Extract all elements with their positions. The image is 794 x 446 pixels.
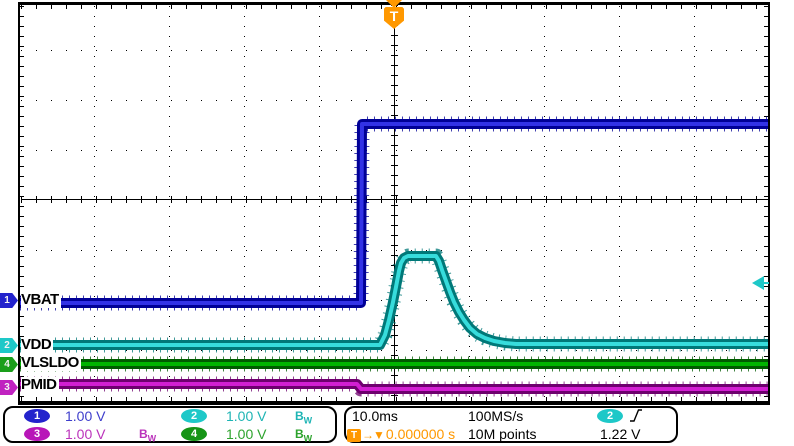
trigger-level-arrow-tail [764,282,769,284]
bw-sub-letter: W [147,433,157,444]
graticule-border-bottom [19,401,770,405]
channel-3-badge: 3 [24,427,50,441]
channel-readout-panel [3,406,337,443]
waveform-pmid-trace-core [20,382,768,391]
channel-1-scale-readout: 1.00 V [65,408,106,424]
trigger-t-icon: T [384,7,404,29]
channel-4-scale-readout: 1.00 V [226,426,267,442]
trigger-position-prefix-icon: →▼ [362,428,385,442]
left-border-ticks [20,6,24,399]
channel-3-bandwidth-badge: BW [139,426,156,446]
center-vertical-axis-ticks [391,5,398,401]
bottom-border-ticks [21,397,768,401]
channel-3-marker-number: 3 [4,382,10,393]
trigger-level-readout: 1.22 V [600,426,641,442]
graticule-border-left [18,2,20,405]
channel-2-scale-readout: 1.00 V [226,408,267,424]
channel-4-bandwidth-badge: BW [295,426,312,446]
record-length-readout: 10M points [468,426,537,442]
rising-edge-icon [630,409,642,422]
channel-2-marker-number: 2 [4,340,10,351]
trigger-position-value: 0.000000 s [385,426,456,442]
sample-rate-readout: 100MS/s [468,408,524,424]
channel-4-badge: 4 [181,427,207,441]
bw-letter: B [295,409,304,423]
channel-4-marker-number: 4 [4,359,10,370]
trigger-level-marker[interactable] [752,276,769,290]
channel-1-badge: 1 [24,409,50,423]
channel-2-bandwidth-badge: BW [295,408,312,428]
channel-1-position-marker[interactable]: 1 [0,293,18,308]
trigger-t-small-icon: T [347,429,361,442]
trigger-t-letter: T [389,8,399,24]
channel-1-marker-number: 1 [4,295,10,306]
graticule-border-right [768,2,770,405]
bw-sub-letter: W [303,433,313,444]
right-border-ticks [764,6,768,399]
bw-sub-letter: W [303,415,313,426]
channel-3-scale-readout: 1.00 V [65,426,106,442]
trigger-level-arrow-icon [752,276,764,290]
waveform-label-vbat: VBAT [21,291,61,308]
bw-letter: B [295,427,304,441]
waveform-vbat-trace-core [20,122,768,305]
timebase-readout: 10.0ms [352,408,398,424]
trigger-position-triangle-icon [386,0,402,8]
horizontal-trigger-readout-panel [344,406,678,443]
waveform-label-pmid: PMID [21,376,59,393]
channel-4-position-marker[interactable]: 4 [0,357,18,372]
trigger-source-badge: 2 [597,409,623,423]
trigger-position-marker[interactable]: T [384,0,404,29]
center-horizontal-axis-ticks [21,196,768,203]
waveform-vdd-trace-core [20,254,768,347]
waveform-label-vlsldo: VLSLDO [21,354,81,371]
waveform-label-vdd: VDD [21,336,54,353]
trigger-position-readout: T →▼ 0.000000 s [347,426,455,443]
channel-2-badge: 2 [181,409,207,423]
bw-letter: B [139,427,148,441]
channel-2-position-marker[interactable]: 2 [0,338,18,353]
channel-3-position-marker[interactable]: 3 [0,380,18,395]
